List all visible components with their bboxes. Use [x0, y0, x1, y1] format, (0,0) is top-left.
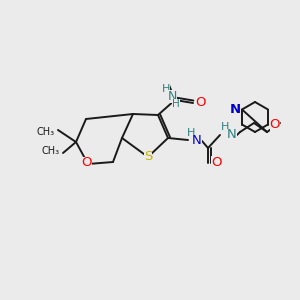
Text: H: H: [221, 122, 229, 132]
Text: S: S: [144, 151, 152, 164]
Text: H: H: [162, 84, 170, 94]
Text: CH₃: CH₃: [37, 127, 55, 137]
Text: CH₃: CH₃: [42, 146, 60, 156]
Text: N: N: [192, 134, 202, 148]
Text: N: N: [227, 128, 237, 142]
Text: O: O: [270, 118, 280, 131]
Text: O: O: [82, 157, 92, 169]
Text: H: H: [187, 128, 195, 138]
Text: N: N: [167, 89, 177, 103]
Text: O: O: [195, 95, 205, 109]
Text: N: N: [230, 103, 241, 116]
Text: O: O: [211, 155, 221, 169]
Text: H: H: [172, 99, 180, 109]
